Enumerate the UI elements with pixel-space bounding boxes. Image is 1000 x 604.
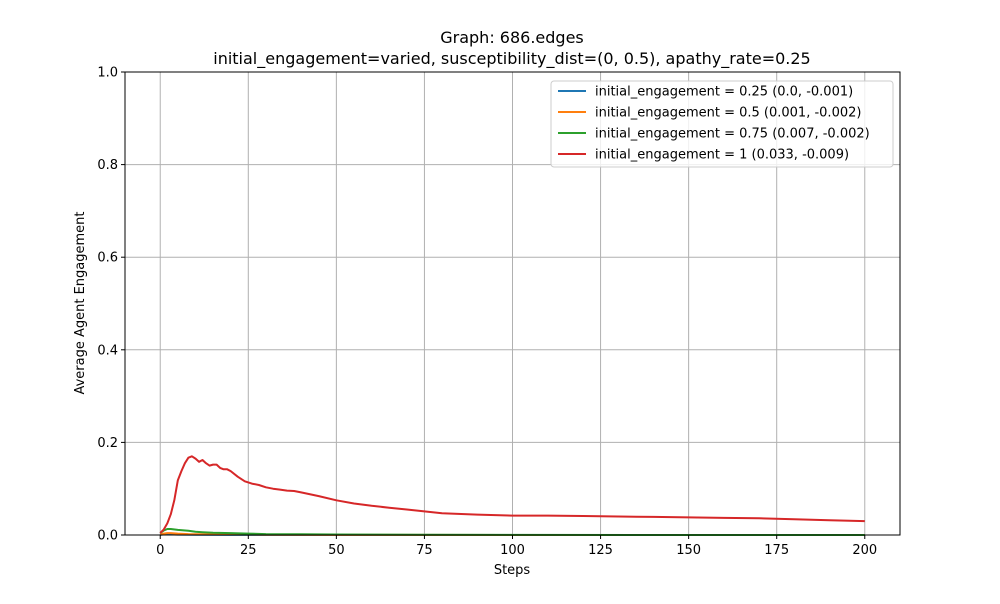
x-tick-label: 25 [240, 543, 257, 558]
y-ticks: 0.0 0.2 0.4 0.6 0.8 1.0 [97, 66, 125, 544]
x-tick-label: 0 [156, 543, 164, 558]
x-tick-label: 200 [852, 543, 877, 558]
y-tick-label: 0.4 [97, 343, 118, 358]
x-tick-label: 150 [676, 543, 701, 558]
chart-title: Graph: 686.edges [440, 28, 584, 47]
chart-subtitle: initial_engagement=varied, susceptibilit… [213, 49, 810, 69]
x-tick-label: 175 [764, 543, 789, 558]
y-tick-label: 0.8 [97, 158, 118, 173]
y-tick-label: 0.0 [97, 529, 118, 544]
legend-label-3: initial_engagement = 0.75 (0.007, -0.002… [595, 127, 870, 142]
legend-entries: initial_engagement = 0.25 (0.0, -0.001) i… [558, 85, 870, 163]
x-tick-label: 100 [500, 543, 525, 558]
x-axis-label: Steps [494, 563, 531, 578]
series-line-4 [159, 455, 865, 534]
y-tick-label: 0.2 [97, 436, 118, 451]
legend: initial_engagement = 0.25 (0.0, -0.001) i… [550, 80, 894, 168]
x-tick-label: 75 [416, 543, 433, 558]
y-tick-label: 0.6 [97, 251, 118, 266]
legend-label-2: initial_engagement = 0.5 (0.001, -0.002) [595, 106, 861, 121]
legend-box [550, 80, 894, 168]
y-axis-label: Average Agent Engagement [73, 211, 88, 394]
legend-label-1: initial_engagement = 0.25 (0.0, -0.001) [595, 85, 853, 100]
y-tick-label: 1.0 [97, 66, 118, 81]
x-tick-label: 50 [328, 543, 345, 558]
legend-label-4: initial_engagement = 1 (0.033, -0.009) [595, 148, 849, 163]
x-ticks: 0 25 50 75 100 125 150 175 200 [156, 535, 877, 558]
x-tick-label: 125 [588, 543, 613, 558]
